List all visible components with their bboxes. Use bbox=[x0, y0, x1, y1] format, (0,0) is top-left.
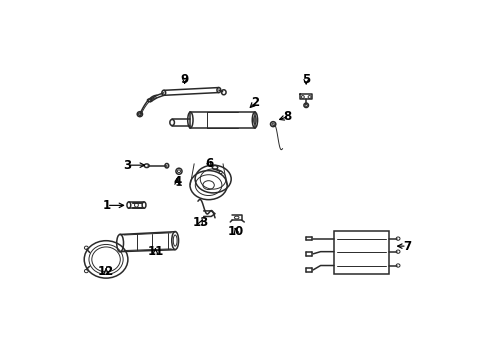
Text: 9: 9 bbox=[180, 73, 189, 86]
Text: 6: 6 bbox=[205, 157, 214, 170]
Text: 10: 10 bbox=[228, 225, 244, 238]
Text: 1: 1 bbox=[103, 199, 111, 212]
Text: 3: 3 bbox=[123, 159, 132, 172]
Text: 2: 2 bbox=[251, 96, 259, 109]
Text: 7: 7 bbox=[403, 240, 411, 253]
Text: 11: 11 bbox=[147, 245, 164, 258]
Bar bbox=[334, 231, 389, 274]
Text: 5: 5 bbox=[302, 73, 310, 86]
Text: 13: 13 bbox=[193, 216, 209, 229]
Text: 12: 12 bbox=[98, 265, 114, 278]
Text: 8: 8 bbox=[283, 110, 292, 123]
Text: 4: 4 bbox=[173, 175, 181, 188]
